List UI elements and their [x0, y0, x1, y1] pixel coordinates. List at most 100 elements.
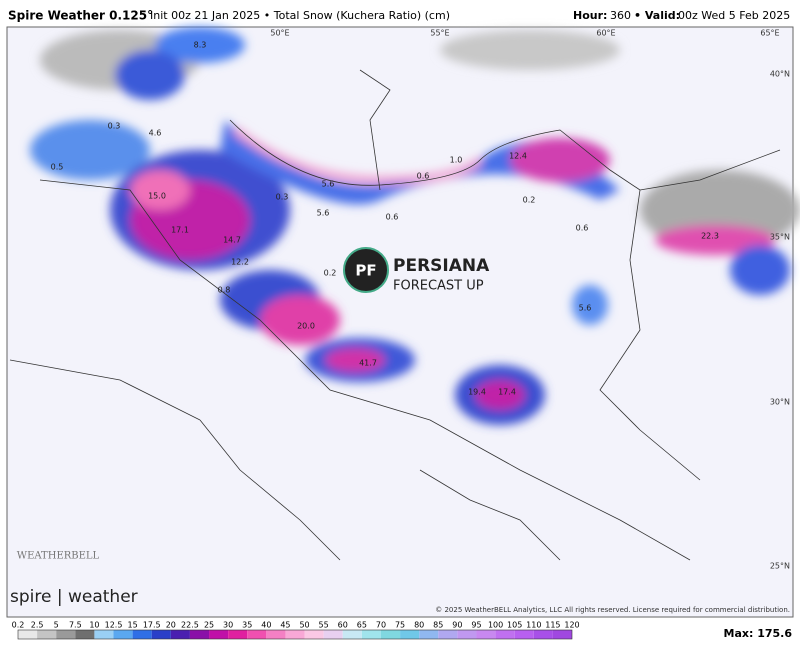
- colorbar-tick-label: 20: [166, 621, 176, 630]
- colorbar-tick-label: 7.5: [69, 621, 82, 630]
- colorbar-tick-label: 30: [223, 621, 233, 630]
- lat-label: 25°N: [770, 562, 790, 571]
- snow-value-label: 1.0: [450, 156, 463, 165]
- snow-value-label: 14.7: [223, 236, 241, 245]
- colorbar-tick-label: 65: [357, 621, 367, 630]
- colorbar-tick-label: 100: [488, 621, 503, 630]
- snow-value-label: 0.6: [386, 213, 399, 222]
- colorbar-swatch: [151, 630, 171, 639]
- lon-label: 55°E: [430, 29, 449, 38]
- snow-value-label: 5.6: [317, 209, 330, 218]
- snow-value-label: 12.2: [231, 258, 249, 267]
- colorbar-swatch: [189, 630, 210, 639]
- watermark: PF PERSIANA FORECAST UP: [343, 247, 490, 294]
- colorbar-swatch: [170, 630, 190, 639]
- colorbar-tick-label: 95: [471, 621, 481, 630]
- colorbar-swatch: [457, 630, 477, 639]
- colorbar-swatch: [552, 630, 572, 639]
- colorbar-swatch: [342, 630, 362, 639]
- colorbar-swatch: [132, 630, 152, 639]
- snow-value-label: 0.5: [51, 163, 64, 172]
- colorbar-swatch: [323, 630, 343, 639]
- colorbar-tick-label: 35: [242, 621, 252, 630]
- colorbar-swatch: [113, 630, 133, 639]
- colorbar-swatch: [285, 630, 305, 639]
- hour: 360: [610, 9, 631, 22]
- colorbar-swatch: [495, 630, 515, 639]
- snow-value-label: 41.7: [359, 359, 377, 368]
- colorbar-tick-label: 85: [433, 621, 443, 630]
- colorbar-tick-label: 60: [338, 621, 348, 630]
- snow-value-label: 15.0: [148, 192, 166, 201]
- watermark-line1: PERSIANA: [393, 256, 490, 276]
- colorbar-tick-label: 15: [128, 621, 138, 630]
- colorbar-swatch: [380, 630, 401, 639]
- colorbar-swatch: [18, 630, 38, 639]
- watermark-line2: FORECAST UP: [393, 279, 484, 294]
- snow-value-label: 20.0: [297, 322, 315, 331]
- snow-value-label: 17.4: [498, 388, 516, 397]
- colorbar-frame: [17, 629, 573, 640]
- lon-label: 65°E: [760, 29, 779, 38]
- colorbar-tick-label: 105: [507, 621, 522, 630]
- init-text: Init 00z 21 Jan 2025 • Total Snow (Kuche…: [150, 9, 450, 22]
- snow-value-label: 0.6: [576, 224, 589, 233]
- colorbar-tick-label: 115: [545, 621, 560, 630]
- colorbar-swatch: [438, 630, 458, 639]
- colorbar-tick-label: 45: [280, 621, 290, 630]
- colorbar-tick-label: 80: [414, 621, 424, 630]
- map-frame: [6, 26, 794, 618]
- snow-value-label: 4.6: [149, 129, 162, 138]
- snow-value-label: 0.2: [523, 196, 536, 205]
- colorbar-swatch: [533, 630, 553, 639]
- copyright: © 2025 WeatherBELL Analytics, LLC All ri…: [435, 606, 790, 614]
- snow-value-label: 0.6: [417, 172, 430, 181]
- model-title: Spire Weather 0.125°: [8, 9, 153, 23]
- colorbar-tick-label: 55: [319, 621, 329, 630]
- colorbar-tick-label: 75: [395, 621, 405, 630]
- lon-label: 50°E: [270, 29, 289, 38]
- snow-value-label: 0.2: [324, 269, 337, 278]
- lat-label: 35°N: [770, 233, 790, 242]
- hour-label: Hour:: [573, 9, 607, 22]
- colorbar-tick-label: 110: [526, 621, 541, 630]
- colorbar-swatch: [304, 630, 324, 639]
- snow-value-label: 5.6: [322, 180, 335, 189]
- colorbar-swatch: [476, 630, 496, 639]
- colorbar-tick-label: 90: [452, 621, 462, 630]
- colorbar-swatch: [94, 630, 114, 639]
- valid-label: • Valid:: [634, 9, 680, 22]
- lat-label: 30°N: [770, 398, 790, 407]
- snow-value-label: 5.6: [579, 304, 592, 313]
- colorbar-tick-label: 70: [376, 621, 386, 630]
- snow-value-label: 8.3: [194, 41, 207, 50]
- colorbar-swatch: [247, 630, 267, 639]
- colorbar-swatch: [75, 630, 95, 639]
- colorbar-tick-label: 5: [54, 621, 59, 630]
- spire-logo: spire | weather: [10, 587, 138, 607]
- snow-field: [30, 27, 800, 425]
- lon-label: 60°E: [596, 29, 615, 38]
- colorbar-swatch: [37, 630, 57, 639]
- snow-value-label: 22.3: [701, 232, 719, 241]
- max-value: Max: 175.6: [724, 627, 793, 640]
- colorbar-swatch: [228, 630, 248, 639]
- colorbar-swatch: [514, 630, 534, 639]
- snow-value-label: 0.3: [276, 193, 289, 202]
- borders: [9, 69, 781, 561]
- colorbar-tick-label: 12.5: [105, 621, 123, 630]
- colorbar-tick-label: 25: [204, 621, 214, 630]
- lat-label: 40°N: [770, 70, 790, 79]
- colorbar-tick-label: 17.5: [143, 621, 161, 630]
- colorbar-tick-label: 2.5: [31, 621, 44, 630]
- colorbar-tick-label: 40: [261, 621, 271, 630]
- snow-value-label: 19.4: [468, 388, 486, 397]
- colorbar-swatch: [56, 630, 76, 639]
- colorbar-swatch: [419, 630, 439, 639]
- valid: 00z Wed 5 Feb 2025: [678, 9, 790, 22]
- colorbar-swatch: [209, 630, 229, 639]
- colorbar-swatch: [361, 630, 381, 639]
- snow-value-label: 0.3: [108, 122, 121, 131]
